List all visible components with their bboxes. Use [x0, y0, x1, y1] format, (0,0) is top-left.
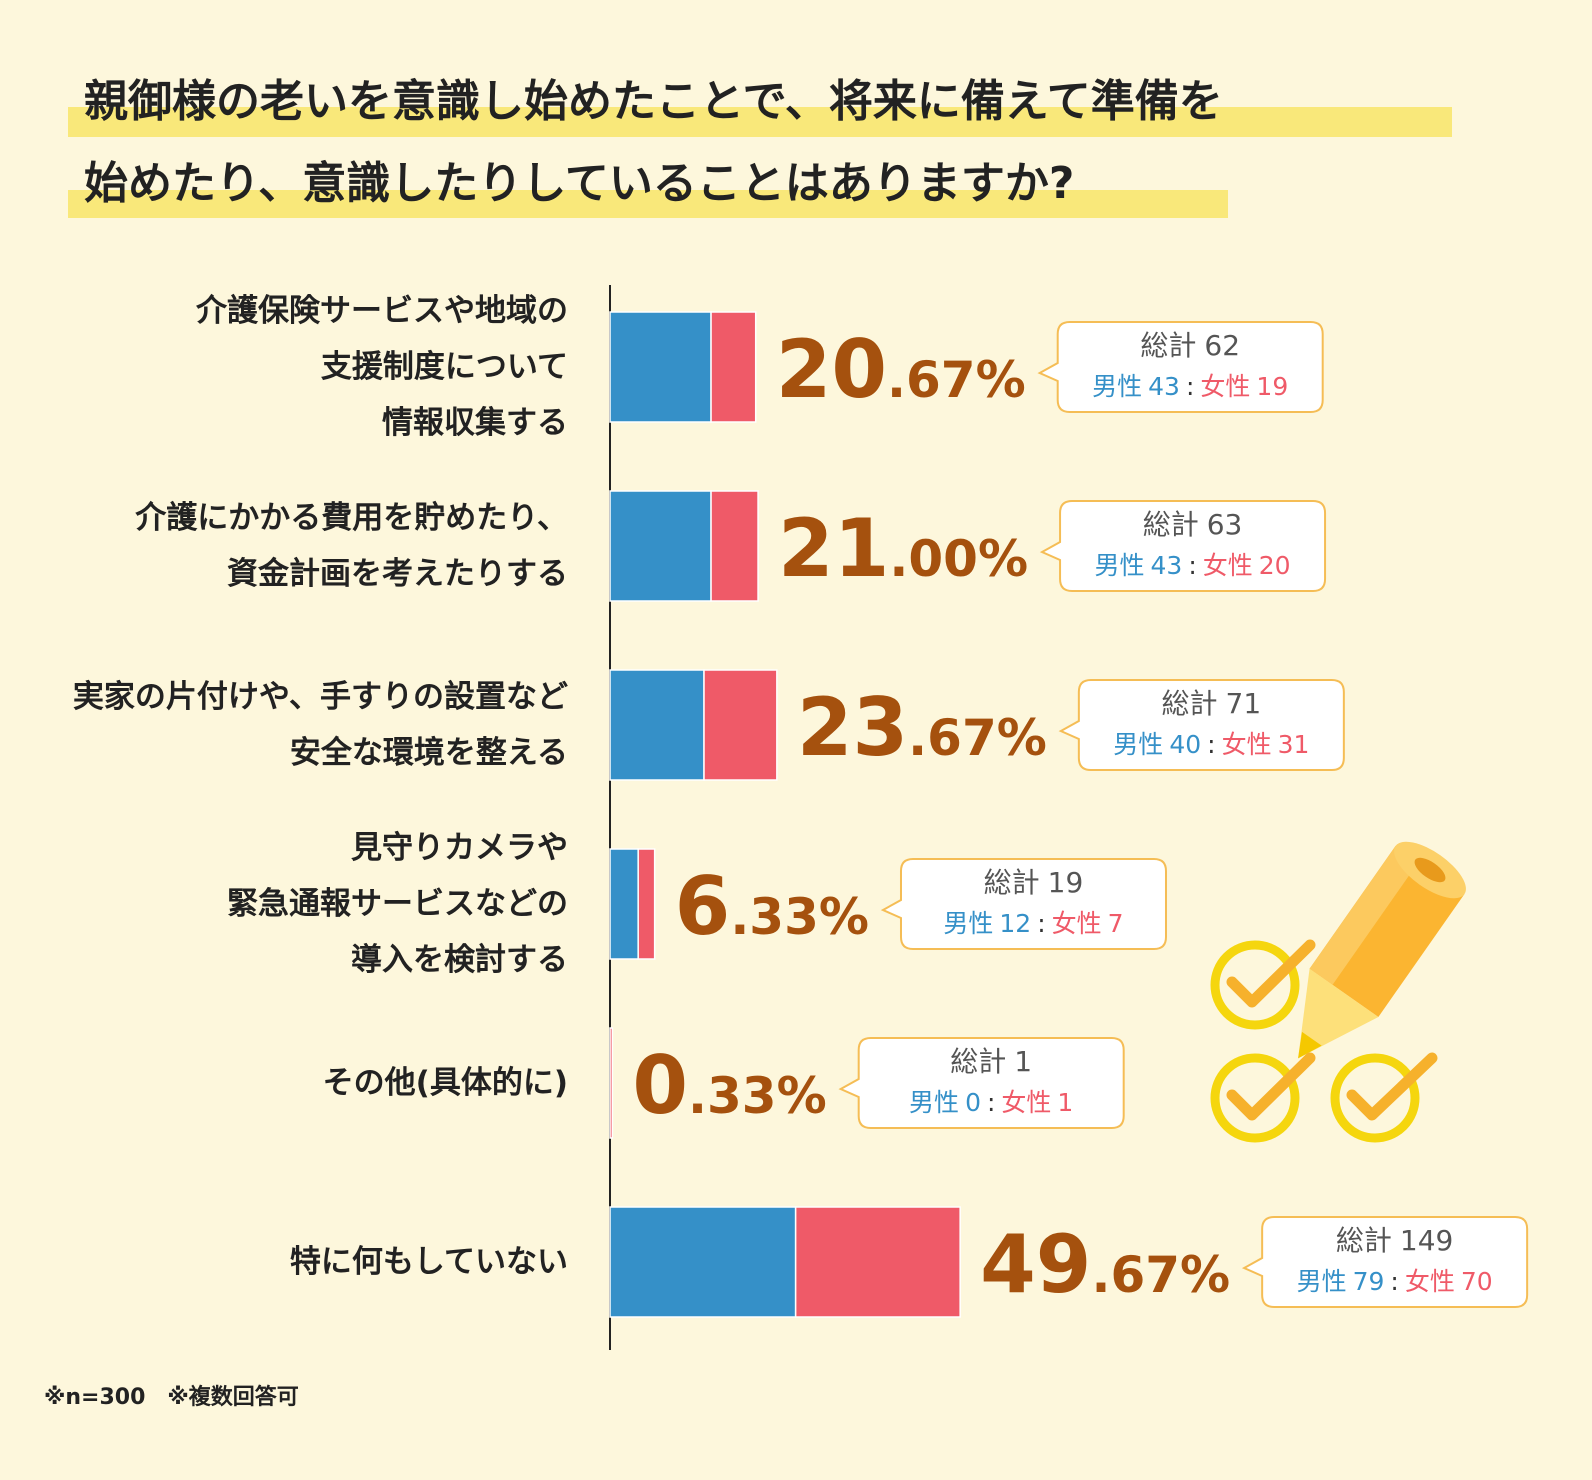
- total-label: 総計 149: [1336, 1224, 1453, 1257]
- total-caption: 総計: [950, 1045, 1006, 1078]
- series-value: 31: [1278, 730, 1310, 759]
- bar-segment: [710, 311, 757, 423]
- total-caption: 総計: [1162, 687, 1218, 720]
- breakdown-label: 男性 12: 女性 7: [943, 909, 1123, 938]
- title-highlight: [68, 107, 1452, 137]
- title-highlight: [68, 190, 1228, 218]
- bar-segment: [609, 848, 639, 960]
- separator: :: [1390, 1267, 1398, 1296]
- bar-segment: [609, 311, 712, 423]
- category-label: 見守りカメラや 緊急通報サービスなどの 導入を検討する: [227, 830, 568, 978]
- bar-segment: [609, 1206, 797, 1318]
- total-caption: 総計: [1140, 329, 1196, 362]
- series-value: 79: [1353, 1267, 1385, 1296]
- series-value: 12: [999, 909, 1031, 938]
- chart-title: 始めたり、意識したりしていることはありますか?: [84, 158, 1074, 209]
- series-name: 女性: [1222, 730, 1272, 759]
- category-label: 実家の片付けや、手すりの設置など 安全な環境を整える: [72, 679, 568, 771]
- callout-bubble: [1037, 321, 1324, 413]
- series-name: 男性: [1297, 1267, 1347, 1296]
- bar-segment: [710, 490, 759, 602]
- total-label: 総計 19: [984, 866, 1084, 899]
- series-name: 男性: [1113, 730, 1163, 759]
- breakdown-label: 男性 40: 女性 31: [1113, 730, 1309, 759]
- bar-segment: [609, 1027, 614, 1139]
- bar-segment: [609, 490, 712, 602]
- series-value: 0: [965, 1088, 981, 1117]
- total-label: 総計 63: [1143, 508, 1243, 541]
- series-name: 男性: [909, 1088, 959, 1117]
- callout-bubble: [1039, 500, 1327, 592]
- breakdown-label: 男性 79: 女性 70: [1297, 1267, 1493, 1296]
- total-caption: 総計: [1143, 508, 1199, 541]
- category-label: その他(具体的に): [322, 1065, 568, 1101]
- total-value: 63: [1207, 508, 1243, 541]
- percent-label: 21.00%: [778, 502, 1028, 595]
- separator: :: [987, 1088, 995, 1117]
- separator: :: [1037, 909, 1045, 938]
- separator: :: [1186, 372, 1194, 401]
- total-value: 71: [1226, 687, 1262, 720]
- series-name: 女性: [1200, 372, 1250, 401]
- total-value: 1: [1014, 1045, 1032, 1078]
- callout-bubble: [1241, 1216, 1529, 1308]
- bar-segment: [637, 848, 656, 960]
- total-caption: 総計: [1336, 1224, 1392, 1257]
- category-label: 介護保険サービスや地域の 支援制度について 情報収集する: [196, 293, 568, 441]
- series-value: 40: [1169, 730, 1201, 759]
- series-value: 1: [1057, 1088, 1073, 1117]
- separator: :: [1188, 551, 1196, 580]
- series-value: 43: [1151, 551, 1183, 580]
- series-value: 43: [1148, 372, 1180, 401]
- bar-segment: [794, 1206, 961, 1318]
- series-name: 男性: [1092, 372, 1142, 401]
- total-value: 19: [1048, 866, 1084, 899]
- bar-segment: [609, 669, 705, 781]
- total-value: 149: [1400, 1224, 1453, 1257]
- series-name: 女性: [1203, 551, 1253, 580]
- separator: :: [1207, 730, 1215, 759]
- category-label: 介護にかかる費用を貯めたり、 資金計画を考えたりする: [135, 500, 568, 592]
- percent-label: 20.67%: [776, 323, 1026, 416]
- series-value: 20: [1259, 551, 1291, 580]
- series-value: 7: [1108, 909, 1124, 938]
- percent-label: 0.33%: [632, 1039, 826, 1132]
- series-value: 19: [1256, 372, 1288, 401]
- percent-label: 49.67%: [980, 1218, 1230, 1311]
- breakdown-label: 男性 43: 女性 20: [1095, 551, 1291, 580]
- footnote: ※n=300 ※複数回答可: [44, 1384, 299, 1410]
- decoration: [1210, 841, 1466, 1143]
- total-value: 62: [1204, 329, 1240, 362]
- breakdown-label: 男性 0: 女性 1: [909, 1088, 1073, 1117]
- total-label: 総計 62: [1140, 329, 1240, 362]
- series-name: 男性: [1095, 551, 1145, 580]
- percent-label: 23.67%: [797, 681, 1047, 774]
- series-name: 女性: [1001, 1088, 1051, 1117]
- callout-bubble: [1058, 679, 1345, 771]
- series-name: 男性: [943, 909, 993, 938]
- category-label: 特に何もしていない: [289, 1244, 568, 1280]
- breakdown-label: 男性 43: 女性 19: [1092, 372, 1288, 401]
- total-caption: 総計: [984, 866, 1040, 899]
- callout-bubble: [838, 1037, 1125, 1129]
- series-name: 女性: [1052, 909, 1102, 938]
- bar-segment: [703, 669, 778, 781]
- callout-bubble: [880, 858, 1167, 950]
- chart-title: 親御様の老いを意識し始めたことで、将来に備えて準備を: [84, 76, 1223, 127]
- percent-label: 6.33%: [675, 860, 869, 953]
- series-value: 70: [1461, 1267, 1493, 1296]
- total-label: 総計 1: [950, 1045, 1032, 1078]
- total-label: 総計 71: [1162, 687, 1262, 720]
- series-name: 女性: [1405, 1267, 1455, 1296]
